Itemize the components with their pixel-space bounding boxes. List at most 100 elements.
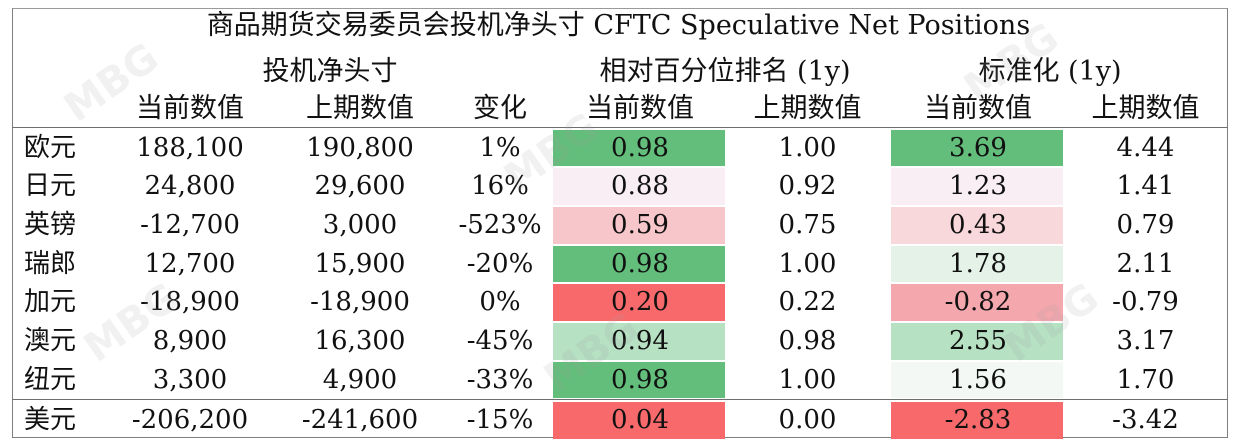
heat-fill [891, 168, 1063, 205]
pct-current-value: 0.98 [611, 248, 669, 279]
heat-fill [553, 284, 725, 321]
net-current-value: 3,300 [152, 364, 228, 395]
heat-fill [553, 206, 725, 244]
net-previous-value: -18,900 [310, 287, 410, 318]
usd-separator [12, 399, 1228, 400]
heat-fill [891, 361, 1063, 399]
heat-fill [553, 401, 725, 439]
std-previous-value: 2.11 [1116, 248, 1175, 279]
net-current-value: -12,700 [140, 209, 240, 240]
std-previous-value: 1.41 [1116, 171, 1175, 202]
pct-previous-value: 0.75 [778, 209, 837, 240]
heat-fill [891, 401, 1063, 439]
net-previous-value: 190,800 [306, 132, 414, 163]
pct-previous-value: 1.00 [778, 364, 837, 395]
net-previous-value: 3,000 [322, 209, 398, 240]
heat-fill [891, 284, 1063, 321]
row-currency-name: 英镑 [24, 209, 77, 240]
table-title: 商品期货交易委员会投机净头寸 CFTC Speculative Net Posi… [206, 10, 1031, 41]
heat-fill [891, 206, 1063, 244]
table-row: 加元 -18,900 -18,900 0% 0.20 0.22 -0.82 -0.79 [0, 283, 1237, 322]
net-change-value: -15% [466, 404, 534, 435]
col-header-change: 变化 [473, 93, 527, 124]
heat-fill [553, 129, 725, 167]
std-previous-value: 1.70 [1116, 364, 1175, 395]
net-previous-value: 16,300 [314, 326, 406, 356]
pct-current-value: 0.98 [611, 364, 669, 395]
table-row: 澳元 8,900 16,300 -45% 0.94 0.98 2.55 3.17 [0, 322, 1237, 361]
row-currency-name: 欧元 [24, 132, 77, 163]
pct-previous-value: 1.00 [778, 248, 837, 279]
header-separator [12, 127, 1228, 128]
net-change-value: 1% [479, 132, 521, 163]
pct-previous-value: 0.22 [778, 287, 837, 318]
net-current-value: 12,700 [144, 248, 236, 279]
net-current-value: -206,200 [131, 404, 249, 435]
col-header-previous: 上期数值 [306, 93, 414, 124]
group-header-standardized: 标准化 (1y) [978, 56, 1122, 87]
heat-fill [553, 168, 725, 205]
net-current-value: 24,800 [144, 171, 236, 202]
std-current-value: 1.23 [949, 171, 1007, 202]
net-previous-value: -241,600 [301, 404, 419, 435]
net-change-value: 0% [479, 287, 521, 318]
net-change-value: 16% [471, 171, 529, 202]
pct-current-value: 0.59 [611, 209, 669, 240]
std-current-value: -2.83 [944, 404, 1012, 435]
pct-previous-value: 0.00 [778, 404, 837, 435]
heat-fill [891, 245, 1063, 283]
net-current-value: 188,100 [136, 132, 244, 163]
table-row: 欧元 188,100 190,800 1% 0.98 1.00 3.69 4.44 [0, 129, 1237, 168]
net-previous-value: 4,900 [322, 364, 398, 395]
heat-fill [891, 129, 1063, 167]
net-current-value: 8,900 [152, 326, 228, 356]
col-header-std-current: 当前数值 [924, 93, 1032, 124]
table-row: 纽元 3,300 4,900 -33% 0.98 1.00 1.56 1.70 [0, 361, 1237, 400]
std-previous-value: -0.79 [1112, 287, 1179, 318]
row-currency-name: 美元 [24, 404, 77, 435]
std-previous-value: 4.44 [1116, 132, 1175, 163]
table-row: 美元 -206,200 -241,600 -15% 0.04 0.00 -2.83 -3.42 [0, 401, 1237, 440]
heat-fill [891, 323, 1063, 360]
std-previous-value: -3.42 [1112, 404, 1179, 435]
net-current-value: -18,900 [140, 287, 240, 318]
net-previous-value: 29,600 [314, 171, 406, 202]
heat-fill [553, 245, 725, 283]
pct-previous-value: 1.00 [778, 132, 837, 163]
pct-previous-value: 0.98 [778, 326, 837, 356]
col-header-std-previous: 上期数值 [1091, 93, 1200, 124]
table-row: 日元 24,800 29,600 16% 0.88 0.92 1.23 1.41 [0, 167, 1237, 206]
row-currency-name: 日元 [24, 171, 77, 202]
pct-current-value: 0.04 [611, 404, 669, 435]
heat-fill [553, 361, 725, 399]
pct-current-value: 0.94 [611, 326, 669, 356]
row-currency-name: 加元 [24, 287, 77, 318]
net-change-value: -33% [466, 364, 534, 395]
row-currency-name: 纽元 [24, 364, 77, 395]
std-current-value: 0.43 [949, 209, 1007, 240]
net-change-value: -20% [466, 248, 534, 279]
row-currency-name: 瑞郎 [24, 248, 77, 279]
pct-current-value: 0.98 [611, 132, 669, 163]
group-header-net-positions: 投机净头寸 [262, 56, 398, 87]
std-current-value: 2.55 [949, 326, 1007, 356]
std-current-value: 3.69 [949, 132, 1007, 163]
heat-fill [553, 323, 725, 360]
net-previous-value: 15,900 [314, 248, 406, 279]
std-current-value: 1.78 [949, 248, 1007, 279]
col-header-pct-previous: 上期数值 [753, 93, 862, 124]
net-change-value: -523% [458, 209, 542, 240]
table-row: 英镑 -12,700 3,000 -523% 0.59 0.75 0.43 0.79 [0, 206, 1237, 245]
pct-current-value: 0.88 [611, 171, 669, 202]
std-previous-value: 3.17 [1116, 326, 1175, 356]
pct-previous-value: 0.92 [778, 171, 837, 202]
std-previous-value: 0.79 [1116, 209, 1175, 240]
net-change-value: -45% [466, 326, 534, 356]
col-header-pct-current: 当前数值 [586, 93, 694, 124]
std-current-value: -0.82 [944, 287, 1012, 318]
pct-current-value: 0.20 [611, 287, 669, 318]
col-header-current: 当前数值 [136, 93, 244, 124]
table-row: 瑞郎 12,700 15,900 -20% 0.98 1.00 1.78 2.11 [0, 245, 1237, 284]
std-current-value: 1.56 [949, 364, 1007, 395]
group-header-percentile-rank: 相对百分位排名 (1y) [599, 56, 851, 87]
